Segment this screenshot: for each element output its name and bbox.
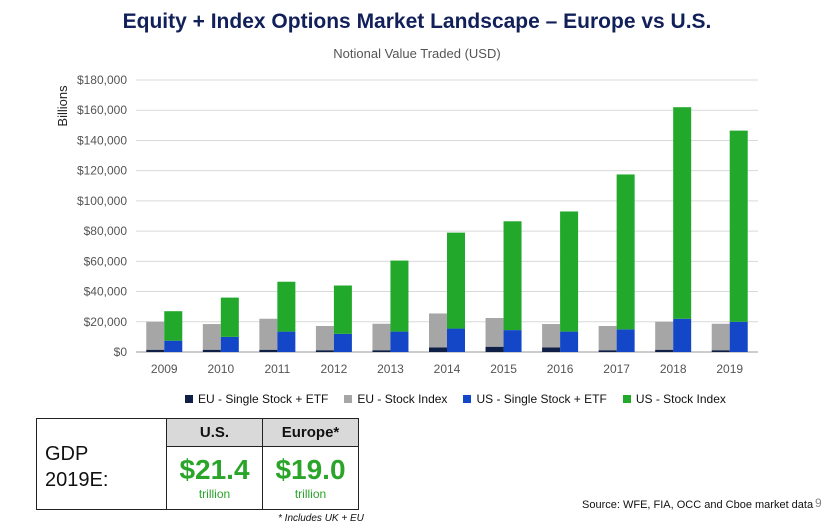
gdp-label: GDP 2019E: — [45, 443, 109, 491]
bar-us-single — [220, 336, 239, 352]
bar-us-single — [673, 318, 692, 352]
bar-us-single — [164, 340, 183, 352]
y-tick-label: $60,000 — [84, 254, 128, 268]
legend-swatch-us-single — [463, 395, 472, 403]
bar-eu-single — [711, 350, 730, 352]
legend-item-us-index: US - Stock Index — [622, 392, 726, 406]
bar-eu-single — [598, 350, 617, 352]
bar-eu-index — [711, 323, 730, 351]
legend-label: EU - Stock Index — [357, 392, 448, 406]
y-tick-label: $120,000 — [77, 164, 127, 178]
x-tick-label: 2009 — [151, 362, 178, 376]
gdp-value-us: $21.4 — [179, 454, 250, 485]
y-tick-label: $0 — [114, 345, 128, 359]
y-tick-label: $180,000 — [77, 73, 127, 87]
page-number: 9 — [815, 496, 822, 510]
bar-eu-index — [259, 318, 278, 350]
bar-eu-single — [315, 350, 334, 352]
bar-eu-single — [655, 349, 674, 352]
bar-us-index — [503, 221, 522, 331]
chart-area: $0 $20,000 $40,000 $60,000 $80,000 $100,000 $1… — [55, 73, 758, 376]
x-tick-label: 2012 — [321, 362, 348, 376]
bar-us-single — [729, 321, 748, 352]
gdp-unit-europe: trillion — [294, 487, 327, 501]
bar-eu-index — [202, 324, 221, 350]
y-tick-label: $80,000 — [84, 224, 128, 238]
legend-label: EU - Single Stock + ETF — [198, 392, 329, 406]
x-tick-label: 2019 — [716, 362, 743, 376]
bar-eu-single — [372, 350, 391, 352]
bar-eu-single — [485, 346, 504, 352]
bar-us-index — [729, 130, 748, 322]
legend-label: US - Stock Index — [635, 392, 726, 406]
bar-eu-single — [146, 349, 165, 352]
x-tick-label: 2015 — [490, 362, 517, 376]
bar-eu-index — [542, 324, 561, 348]
bar-us-index — [277, 281, 296, 332]
gdp-column-us: U.S. $21.4 trillion — [166, 419, 262, 509]
legend-item-eu-index: EU - Stock Index — [344, 392, 447, 406]
bar-us-single — [333, 333, 352, 352]
legend-swatch-eu-index — [344, 395, 353, 403]
gdp-unit-us: trillion — [198, 487, 231, 501]
gdp-table: GDP 2019E: U.S. $21.4 trillion Europe* $… — [36, 418, 359, 510]
bar-us-index — [164, 311, 183, 341]
gdp-header-us: U.S. — [167, 419, 262, 447]
x-tick-label: 2017 — [603, 362, 630, 376]
bar-us-single — [560, 331, 579, 352]
bar-us-single — [503, 330, 522, 352]
gdp-footnote: * Includes UK + EU — [278, 513, 364, 524]
bar-us-single — [616, 329, 635, 352]
bar-eu-index — [485, 318, 504, 347]
bar-us-index — [673, 107, 692, 319]
bar-us-single — [390, 331, 409, 352]
y-tick-label: $40,000 — [84, 285, 128, 299]
legend-swatch-eu-single — [185, 395, 193, 403]
bar-eu-index — [429, 313, 447, 348]
bar-us-index — [333, 285, 352, 334]
x-tick-label: 2011 — [264, 362, 290, 376]
chart-legend: EU - Single Stock + ETF EU - Stock Index… — [185, 392, 726, 406]
source-note: Source: WFE, FIA, OCC and Cboe market da… — [582, 499, 814, 511]
y-tick-label: $160,000 — [77, 103, 127, 117]
x-tick-label: 2018 — [660, 362, 687, 376]
bar-us-index — [390, 260, 409, 332]
legend-swatch-us-index — [622, 395, 631, 403]
bar-us-index — [447, 232, 465, 329]
bar-eu-single — [202, 349, 221, 352]
chart-subtitle: Notional Value Traded (USD) — [333, 46, 501, 61]
y-tick-label: $140,000 — [77, 133, 127, 147]
x-tick-label: 2010 — [207, 362, 234, 376]
y-axis-label: Billions — [55, 85, 70, 127]
bar-eu-single — [429, 347, 447, 352]
bar-us-index — [616, 174, 635, 330]
x-tick-label: 2013 — [377, 362, 404, 376]
x-tick-label: 2016 — [547, 362, 574, 376]
y-tick-label: $100,000 — [77, 194, 127, 208]
bar-us-index — [220, 297, 239, 337]
slide-title: Equity + Index Options Market Landscape … — [122, 10, 712, 33]
bar-us-single — [447, 328, 465, 352]
bar-eu-index — [655, 321, 674, 350]
legend-label: US - Single Stock + ETF — [476, 392, 607, 406]
gdp-header-europe: Europe* — [263, 419, 358, 447]
bar-us-index — [560, 211, 579, 332]
bar-eu-single — [259, 349, 278, 352]
y-tick-label: $20,000 — [84, 315, 128, 329]
bar-eu-index — [315, 326, 334, 351]
legend-item-eu-single: EU - Single Stock + ETF — [185, 392, 328, 406]
gdp-value-europe: $19.0 — [275, 454, 346, 485]
bar-eu-single — [542, 347, 561, 352]
bar-eu-index — [372, 323, 391, 351]
legend-item-us-single: US - Single Stock + ETF — [463, 392, 607, 406]
x-tick-label: 2014 — [434, 362, 461, 376]
bar-eu-index — [598, 326, 617, 351]
bar-us-single — [277, 331, 296, 352]
gdp-column-europe: Europe* $19.0 trillion — [262, 419, 358, 509]
bar-eu-index — [146, 321, 165, 350]
